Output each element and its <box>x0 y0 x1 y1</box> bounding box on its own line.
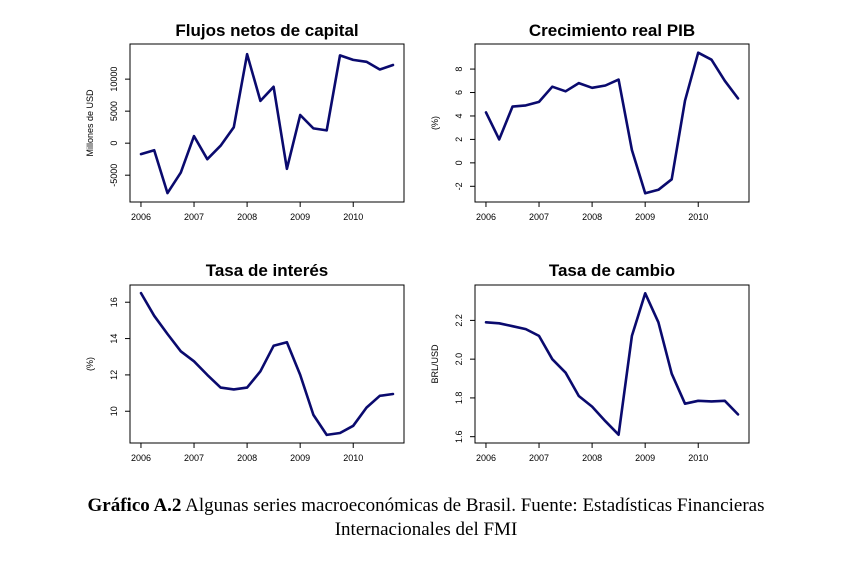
panel-1-y-tick-label: -5000 <box>109 164 119 187</box>
panel-3-x-tick-label: 2007 <box>184 453 204 463</box>
panel-4-y-tick-label: 1.6 <box>454 430 464 443</box>
panel-2-y-tick-label: 4 <box>454 113 464 118</box>
panel-1-y-tick-label: 10000 <box>109 67 119 92</box>
panel-1-plot-frame <box>129 43 405 203</box>
panel-3-y-tick-label: 12 <box>109 370 119 380</box>
panel-2-plot-frame <box>474 43 750 203</box>
panel-4-y-axis-label: BRL/USD <box>430 344 440 384</box>
panel-4-x-tick-label: 2009 <box>635 453 655 463</box>
panel-3-y-axis-label: (%) <box>85 357 95 371</box>
panel-2-y-tick-label: 6 <box>454 90 464 95</box>
panel-2-series-line <box>484 51 740 195</box>
panel-3-x-tick-label: 2008 <box>237 453 257 463</box>
caption-line-1: Gráfico A.2 Algunas series macroeconómic… <box>0 494 852 518</box>
panel-2-x-tick-label: 2007 <box>529 212 549 222</box>
panel-2-y-axis-label: (%) <box>430 116 440 130</box>
panel-2-y-tick-label: 8 <box>454 67 464 72</box>
panel-4-x-tick-label: 2006 <box>476 453 496 463</box>
panel-4-chart-title: Tasa de cambio <box>549 261 675 280</box>
panel-1-series-line <box>139 52 395 195</box>
panel-1-y-axis-label: Millones de USD <box>85 89 95 157</box>
panel-4-x-tick-label: 2007 <box>529 453 549 463</box>
panel-3-series-line <box>139 291 395 437</box>
panel-4-y-tick-label: 2.2 <box>454 314 464 327</box>
panel-3-y-tick-label: 14 <box>109 334 119 344</box>
caption-text: Algunas series macroeconómicas de Brasil… <box>181 495 765 516</box>
panel-2-x-tick-label: 2006 <box>476 212 496 222</box>
panel-1-y-tick-label: 0 <box>109 141 119 146</box>
figure-caption: Gráfico A.2 Algunas series macroeconómic… <box>0 494 852 542</box>
panel-1-x-tick-label: 2010 <box>343 212 363 222</box>
caption-line-2: Internacionales del FMI <box>334 519 518 540</box>
panel-2-y-tick-label: -2 <box>454 182 464 190</box>
panel-3-x-tick-label: 2010 <box>343 453 363 463</box>
panel-2-x-tick-label: 2009 <box>635 212 655 222</box>
panel-3-y-tick-label: 10 <box>109 406 119 416</box>
panel-1-x-tick-label: 2006 <box>131 212 151 222</box>
caption-lead: Gráfico A.2 <box>87 495 182 516</box>
panel-3-x-tick-label: 2009 <box>290 453 310 463</box>
panel-2-chart-title: Crecimiento real PIB <box>529 21 695 40</box>
panel-3-chart-title: Tasa de interés <box>206 261 329 280</box>
panel-3-x-tick-label: 2006 <box>131 453 151 463</box>
panel-1-x-tick-label: 2007 <box>184 212 204 222</box>
panel-4-y-tick-label: 1.8 <box>454 392 464 405</box>
panel-1-y-tick-label: 5000 <box>109 101 119 121</box>
panel-2-x-tick-label: 2010 <box>688 212 708 222</box>
panel-4-x-tick-label: 2008 <box>582 453 602 463</box>
panel-1-chart-title: Flujos netos de capital <box>175 21 358 40</box>
panel-4-y-tick-label: 2.0 <box>454 353 464 366</box>
panel-2-x-tick-label: 2008 <box>582 212 602 222</box>
panel-4-x-tick-label: 2010 <box>688 453 708 463</box>
panel-3-y-tick-label: 16 <box>109 297 119 307</box>
panel-3-plot-frame <box>129 284 405 444</box>
panel-2-y-tick-label: 0 <box>454 160 464 165</box>
panel-4-series-line <box>484 291 740 437</box>
panel-4-plot-frame <box>474 284 750 444</box>
panel-1-x-tick-label: 2009 <box>290 212 310 222</box>
panel-1-x-tick-label: 2008 <box>237 212 257 222</box>
panel-2-y-tick-label: 2 <box>454 137 464 142</box>
